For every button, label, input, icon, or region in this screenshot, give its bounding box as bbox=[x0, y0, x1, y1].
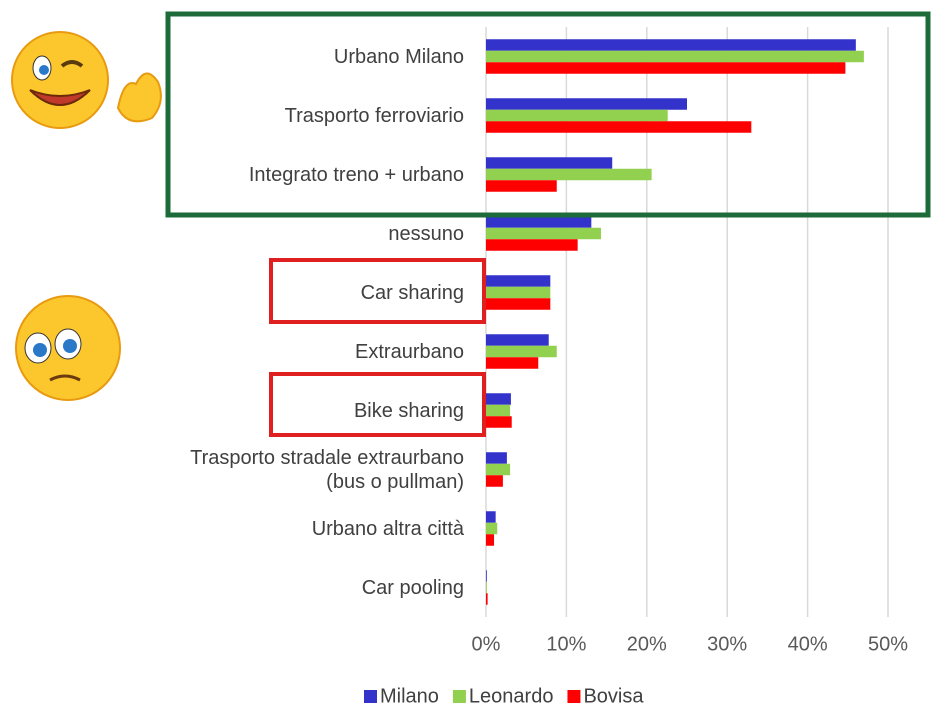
bar bbox=[486, 404, 511, 417]
legend-swatch bbox=[567, 690, 581, 703]
legend: Milano Leonardo Bovisa bbox=[364, 685, 644, 707]
highlight-box bbox=[269, 258, 486, 324]
y-tick-label: Extraurbano bbox=[355, 340, 464, 363]
x-tick-label: 40% bbox=[788, 633, 828, 655]
bar bbox=[486, 416, 512, 428]
bar bbox=[486, 475, 503, 487]
bar bbox=[486, 286, 551, 299]
y-tick-label: Urbano altra città bbox=[311, 517, 464, 540]
bars bbox=[486, 39, 864, 605]
legend-swatch bbox=[452, 690, 466, 703]
bar bbox=[486, 298, 551, 310]
bar bbox=[486, 522, 498, 535]
bar bbox=[486, 239, 578, 251]
bar bbox=[486, 463, 511, 476]
y-tick-label: Car sharing bbox=[360, 281, 464, 304]
bar bbox=[486, 581, 487, 594]
legend-label: Bovisa bbox=[583, 685, 644, 707]
sad-emoji bbox=[15, 295, 121, 401]
y-tick-label: Bike sharing bbox=[353, 399, 464, 422]
y-tick-label: Urbano Milano bbox=[333, 45, 464, 68]
bar bbox=[486, 168, 652, 181]
happy-emoji bbox=[11, 31, 162, 129]
x-tick-label: 10% bbox=[546, 633, 586, 655]
bar bbox=[486, 593, 488, 605]
bar bbox=[486, 570, 487, 582]
bar bbox=[486, 357, 539, 369]
y-tick-label: Integrato treno + urbano bbox=[248, 163, 464, 186]
legend-label: Milano bbox=[380, 685, 439, 707]
bar bbox=[486, 39, 856, 51]
x-tick-label: 30% bbox=[707, 633, 747, 655]
y-tick-label: Car pooling bbox=[361, 576, 464, 599]
legend-label: Leonardo bbox=[469, 685, 554, 707]
x-tick-label: 20% bbox=[627, 633, 667, 655]
highlight-box bbox=[165, 11, 931, 218]
bar bbox=[486, 452, 507, 464]
bar bbox=[486, 157, 613, 169]
bar bbox=[486, 109, 668, 122]
bar bbox=[486, 216, 592, 228]
bar bbox=[486, 393, 511, 405]
highlight-box bbox=[269, 372, 486, 437]
legend-swatch bbox=[364, 690, 377, 703]
bar bbox=[486, 227, 601, 240]
x-tick-label: 50% bbox=[868, 633, 908, 655]
bar bbox=[486, 345, 557, 358]
bar bbox=[486, 180, 557, 192]
bar bbox=[486, 121, 752, 133]
bar bbox=[486, 50, 864, 63]
x-tick-label: 0% bbox=[472, 633, 501, 655]
bar bbox=[486, 334, 549, 346]
bar bbox=[486, 98, 687, 110]
bar bbox=[486, 62, 846, 74]
bar bbox=[486, 275, 551, 287]
bar bbox=[486, 511, 496, 523]
y-tick-label: Trasporto stradale extraurbano (bus o pu… bbox=[190, 446, 464, 493]
bar bbox=[486, 534, 495, 546]
y-tick-label: Trasporto ferroviario bbox=[284, 104, 464, 127]
y-tick-label: nessuno bbox=[388, 222, 464, 245]
